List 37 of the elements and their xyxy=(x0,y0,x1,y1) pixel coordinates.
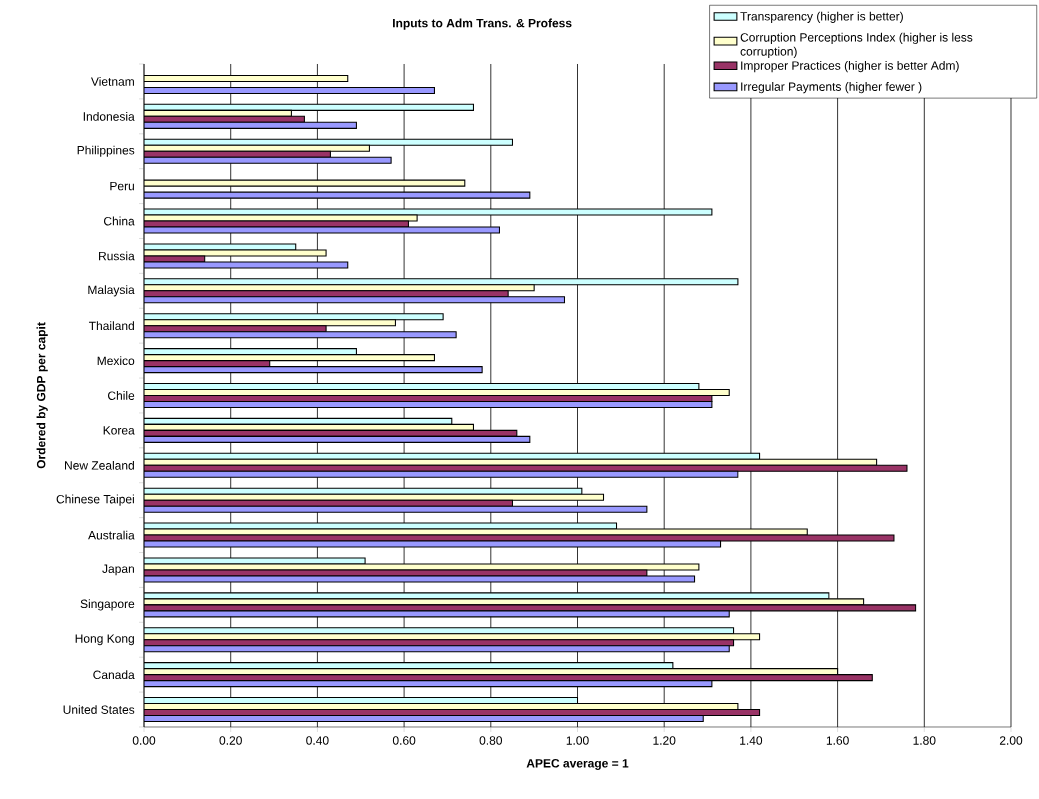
y-tick-label: Chinese Taipei xyxy=(56,494,134,506)
y-tick-label: China xyxy=(103,216,135,226)
legend-label: Corruption Perceptions Index (higher is less corruption) xyxy=(740,32,973,59)
y-tick-label: New Zealand xyxy=(65,460,134,470)
y-tick-label: Mexico xyxy=(97,356,135,366)
y-axis-title: Ordered by GDP per capit xyxy=(36,322,48,469)
x-tick-label: 0.40 xyxy=(306,736,329,745)
legend-label: Transparency (higher is better) xyxy=(740,11,903,23)
y-tick-label: Canada xyxy=(93,670,135,680)
x-tick-label: 0.60 xyxy=(392,736,416,745)
y-tick-label: Korea xyxy=(103,426,135,435)
y-tick-label: Australia xyxy=(88,530,135,540)
y-tick-label: Hong Kong xyxy=(75,634,134,646)
y-tick-label: Malaysia xyxy=(88,285,135,297)
y-tick-label: Russia xyxy=(99,251,135,261)
y-tick-label: Philippines xyxy=(77,145,135,157)
x-tick-label: 0.80 xyxy=(479,736,503,745)
y-tick-label: Japan xyxy=(102,564,134,576)
x-axis-title: APEC average = 1 xyxy=(526,759,629,770)
legend-label: Irregular Payments (higher fewer ) xyxy=(741,82,922,94)
y-tick-label: United States xyxy=(63,705,135,714)
x-tick-label: 0.20 xyxy=(219,736,242,745)
x-tick-label: 1.80 xyxy=(913,736,936,745)
x-tick-label: 1.20 xyxy=(653,736,676,745)
y-tick-label: Peru xyxy=(110,181,134,191)
x-tick-label: 2.00 xyxy=(999,736,1023,745)
legend-label: Improper Practices (higher is better Adm) xyxy=(741,60,959,73)
x-tick-label: 1.40 xyxy=(740,736,763,745)
x-tick-label: 1.60 xyxy=(826,736,849,745)
x-tick-label: 0.00 xyxy=(132,736,156,745)
y-tick-label: Singapore xyxy=(80,599,135,611)
y-tick-label: Thailand xyxy=(88,321,134,331)
chart-title: Inputs to Adm Trans. & Profess xyxy=(393,18,572,30)
x-tick-label: 1.00 xyxy=(566,736,589,745)
y-tick-label: Chile xyxy=(108,391,135,400)
y-tick-label: Indonesia xyxy=(83,111,135,121)
y-tick-label: Vietnam xyxy=(91,77,134,86)
